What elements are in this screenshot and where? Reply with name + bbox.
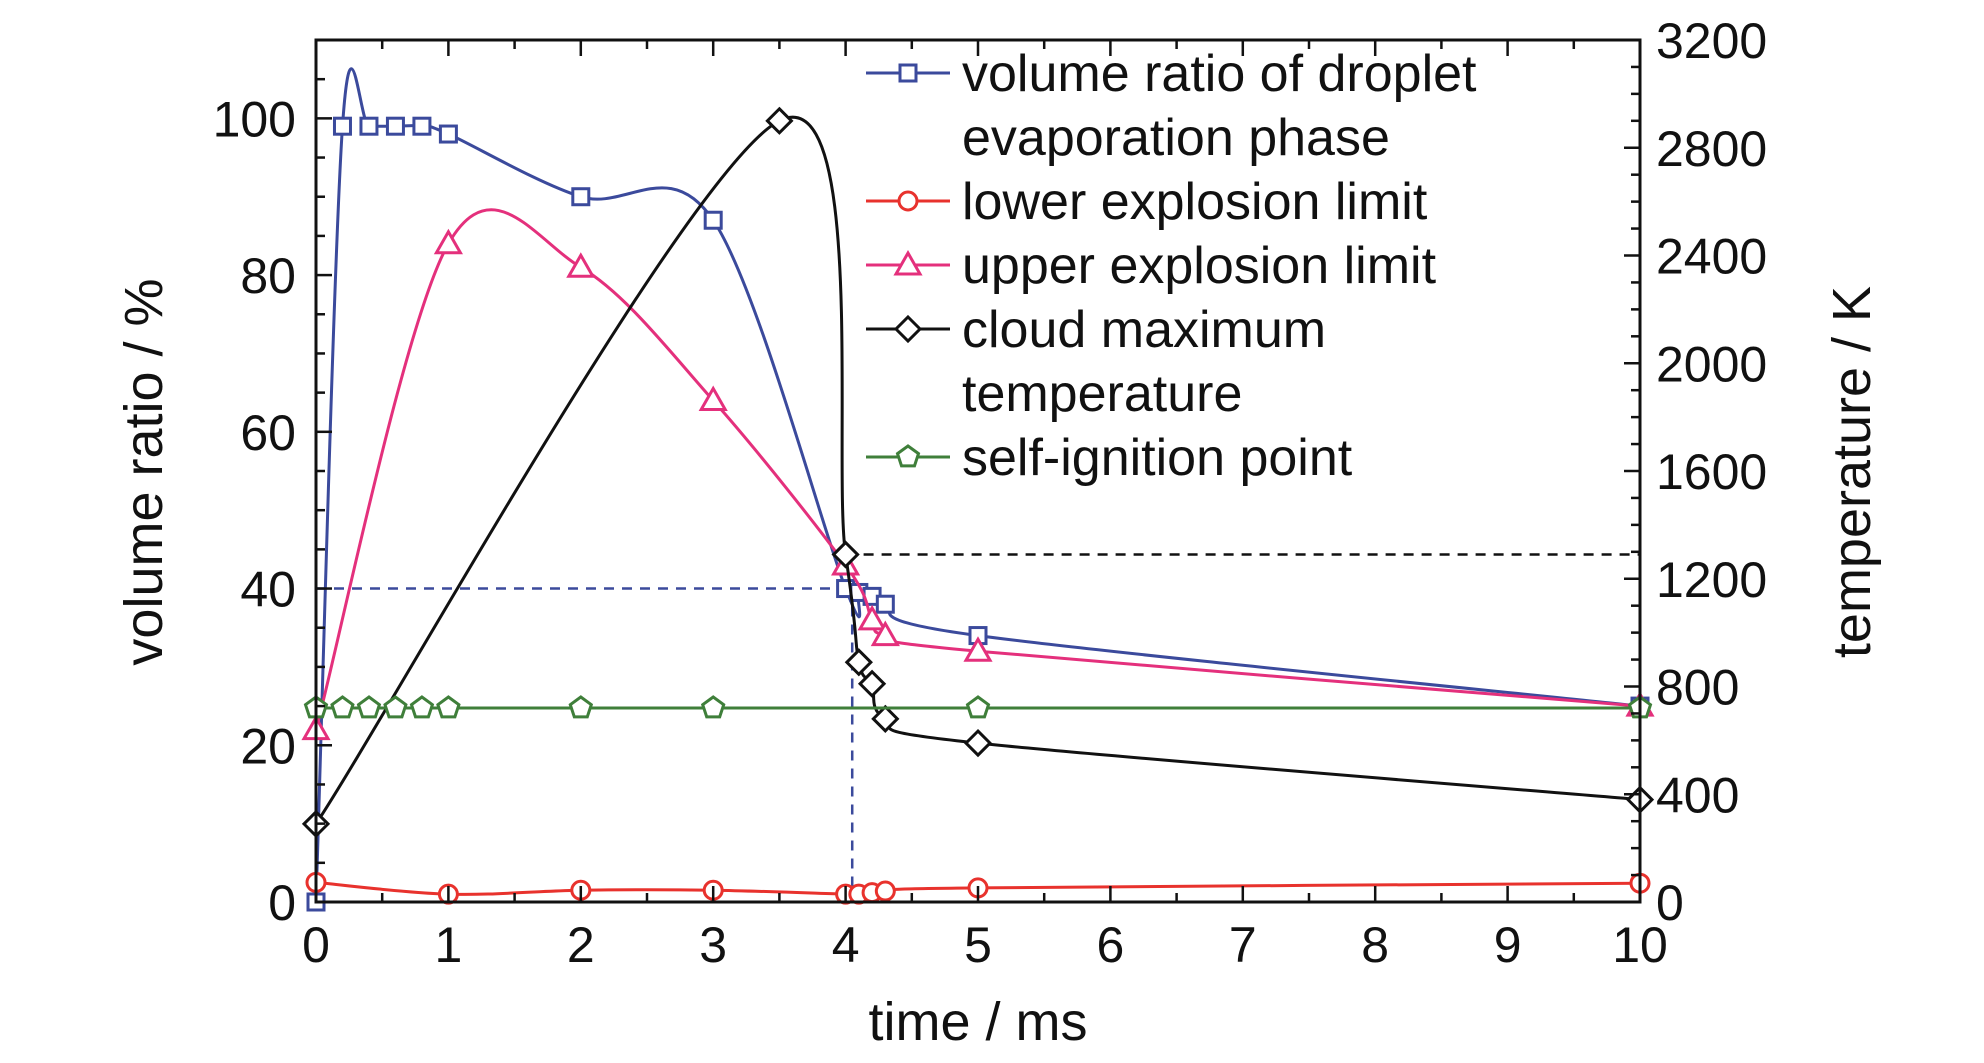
y-left-tick-label: 100: [213, 91, 296, 147]
data-point-4-3: [383, 695, 408, 719]
data-point-3-3: [844, 648, 873, 677]
legend-entry-3: cloud maximum temperature: [866, 301, 1326, 423]
data-point-2-3: [698, 385, 728, 411]
legend-label-4: self-ignition point: [962, 429, 1353, 487]
y-right-tick-label: 0: [1656, 875, 1684, 931]
series-3: [301, 106, 1655, 839]
legend-marker-1: [897, 190, 919, 212]
data-point-0-4: [412, 116, 432, 136]
y-left-tick-label: 80: [240, 248, 296, 304]
legend-entry-4: self-ignition point: [866, 429, 1353, 487]
y-right-tick-label: 400: [1656, 767, 1739, 823]
data-point-4-8: [965, 695, 991, 719]
y-right-tick-label: 2400: [1656, 229, 1767, 285]
data-point-3-5: [871, 704, 900, 733]
data-point-0-3: [385, 116, 405, 136]
x-tick-label: 7: [1229, 917, 1257, 973]
legend-marker-3: [893, 314, 923, 344]
data-point-0-6: [571, 187, 591, 207]
y-right-tick-label: 1600: [1656, 444, 1767, 500]
data-point-4-5: [436, 695, 461, 719]
tick-labels: 0 1 2 3 4 5 6 7 8 9 100204060801000400800120016002…: [213, 13, 1768, 973]
series-line-0: [314, 67, 1641, 903]
y-right-tick-label: 1200: [1656, 552, 1767, 608]
legend-marker-4: [895, 444, 921, 468]
y-left-tick-label: 20: [240, 718, 296, 774]
data-point-2-5: [857, 604, 887, 631]
data-point-2-1: [433, 228, 463, 255]
x-tick-label: 1: [434, 917, 462, 973]
y-left-tick-label: 60: [240, 405, 296, 461]
right-y-axis-title: temperature / K: [1822, 286, 1882, 658]
x-tick-label: 8: [1361, 917, 1389, 973]
legend-entry-1: lower explosion limit: [866, 173, 1428, 231]
data-point-2-7: [963, 636, 993, 662]
x-tick-label: 4: [832, 917, 860, 973]
data-point-0-5: [438, 124, 458, 144]
legend-label-1: lower explosion limit: [962, 173, 1428, 231]
x-tick-label: 10: [1612, 917, 1668, 973]
y-right-tick-label: 800: [1656, 660, 1739, 716]
legend-label-3: temperature: [962, 365, 1242, 423]
legend-marker-2: [893, 249, 923, 276]
y-left-tick-label: 0: [268, 875, 296, 931]
y-right-tick-label: 2000: [1656, 336, 1767, 392]
reference-lines: [316, 553, 1640, 902]
legend-entry-0: volume ratio of droplet evaporation phase: [866, 45, 1477, 167]
legend-marker-0: [898, 63, 918, 83]
legend-label-3: cloud maximum: [962, 301, 1326, 359]
x-tick-label: 6: [1096, 917, 1124, 973]
x-tick-label: 3: [699, 917, 727, 973]
series-0: [306, 67, 1650, 912]
data-point-3-6: [963, 728, 993, 758]
data-point-2-2: [566, 252, 596, 278]
data-point-2-6: [870, 620, 900, 647]
legend-label-2: upper explosion limit: [962, 237, 1437, 295]
data-point-3-1: [765, 106, 794, 135]
legend-label-0: volume ratio of droplet: [962, 45, 1477, 103]
data-point-4-4: [409, 695, 435, 719]
y-right-tick-label: 2800: [1656, 121, 1767, 177]
data-point-0-1: [332, 116, 352, 136]
series-4: [303, 695, 1653, 719]
legend: volume ratio of droplet evaporation phase…: [866, 45, 1477, 487]
data-point-4-6: [568, 695, 594, 719]
y-left-tick-label: 40: [240, 562, 296, 618]
x-tick-label: 2: [567, 917, 595, 973]
data-point-3-4: [857, 669, 887, 698]
data-point-0-2: [359, 116, 379, 136]
legend-entry-2: upper explosion limit: [866, 237, 1437, 295]
data-point-3-2: [831, 540, 860, 569]
x-axis-title: time / ms: [868, 992, 1087, 1052]
data-point-0-7: [703, 210, 723, 230]
x-tick-label: 9: [1494, 917, 1522, 973]
x-tick-label: 0: [302, 917, 330, 973]
y-right-tick-label: 3200: [1656, 13, 1767, 69]
left-y-axis-title: volume ratio / %: [114, 278, 174, 665]
x-tick-label: 5: [964, 917, 992, 973]
axis-ticks: [314, 38, 1642, 904]
legend-label-0: evaporation phase: [962, 109, 1390, 167]
data-point-4-2: [356, 695, 382, 719]
data-point-1-7: [874, 880, 896, 902]
data-point-4-7: [700, 695, 726, 719]
data-point-4-1: [330, 695, 355, 719]
data-point-0-11: [875, 594, 895, 614]
